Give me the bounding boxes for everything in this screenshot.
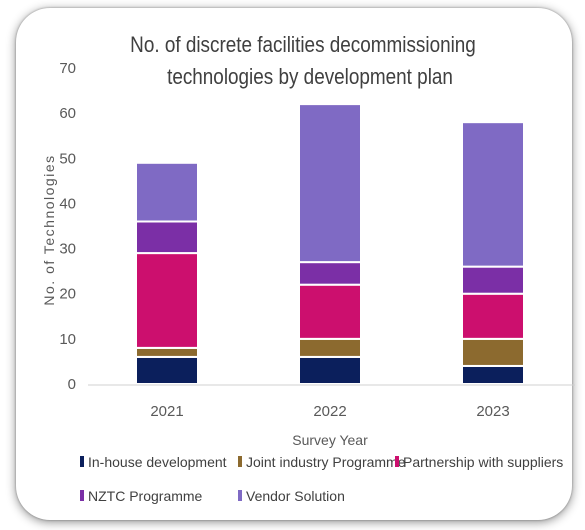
y-axis-ticks: 0 10 20 30 40 50 60 70 xyxy=(59,60,76,393)
bar-segment xyxy=(135,220,199,255)
x-tick-label: 2023 xyxy=(476,403,509,420)
y-tick-label: 20 xyxy=(59,286,76,303)
y-axis-title: No. of Technologies xyxy=(41,154,57,305)
bar-segment xyxy=(461,265,525,295)
y-tick-label: 10 xyxy=(59,331,76,348)
y-tick-label: 50 xyxy=(59,150,76,167)
legend-swatch xyxy=(80,456,84,467)
bar-segment xyxy=(298,283,362,340)
legend-label: Joint industry Programme xyxy=(246,454,406,470)
legend-label: Vendor Solution xyxy=(246,488,345,504)
y-tick-label: 0 xyxy=(68,376,76,393)
bar-segment xyxy=(298,337,362,358)
y-tick-label: 60 xyxy=(59,105,76,122)
bar-segment xyxy=(298,103,362,264)
legend-swatch xyxy=(238,490,242,501)
chart-title-line-1: No. of discrete facilities decommissioni… xyxy=(130,33,476,58)
x-tick-label: 2021 xyxy=(150,403,183,420)
x-axis-title: Survey Year xyxy=(292,432,368,448)
y-tick-label: 70 xyxy=(59,60,76,77)
bars xyxy=(88,103,575,386)
bar-segment xyxy=(298,355,362,385)
legend-label: In-house development xyxy=(88,454,227,470)
bar-segment xyxy=(298,261,362,286)
legend-swatch xyxy=(238,456,242,467)
bar-segment xyxy=(135,252,199,349)
legend-label: Partnership with suppliers xyxy=(403,454,563,470)
y-tick-label: 40 xyxy=(59,195,76,212)
bar-segment xyxy=(461,364,525,386)
x-tick-label: 2022 xyxy=(313,403,346,420)
bar-segment xyxy=(135,161,199,223)
legend-swatch xyxy=(395,456,399,467)
bar-segment xyxy=(135,346,199,358)
legend-swatch xyxy=(80,490,84,501)
legend: In-house development Joint industry Progr… xyxy=(80,454,563,504)
x-axis-ticks: 2021 2022 2023 xyxy=(150,403,509,420)
bar-segment xyxy=(461,121,525,268)
legend-label: NZTC Programme xyxy=(88,488,203,504)
bar-segment xyxy=(461,292,525,340)
bar-segment xyxy=(135,355,199,385)
bar-segment xyxy=(461,337,525,367)
chart-title-line-2: technologies by development plan xyxy=(167,65,453,90)
y-tick-label: 30 xyxy=(59,241,76,258)
